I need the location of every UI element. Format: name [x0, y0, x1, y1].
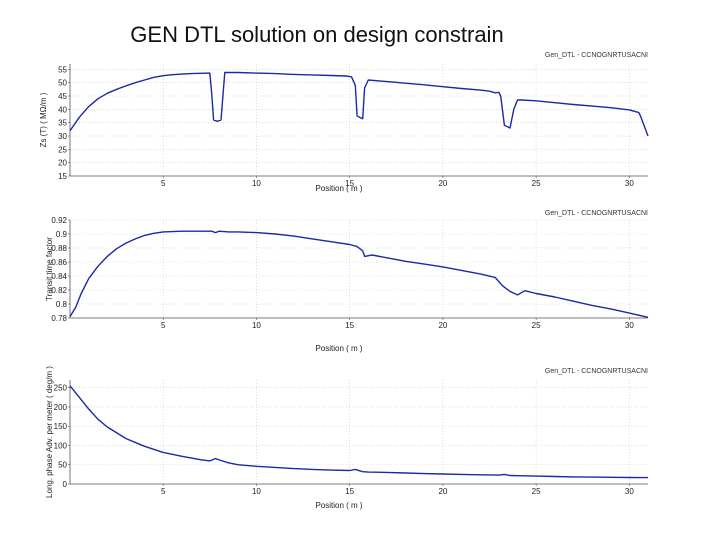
y-axis-title: Long. phase Adv. per meter ( deg/m ) [45, 366, 54, 498]
x-tick-label: 25 [532, 179, 541, 188]
x-tick-label: 25 [532, 321, 541, 330]
series-line [69, 230, 649, 318]
legend-label: Gen_DTL - CCNOGNRTUSACNI [545, 210, 648, 217]
y-tick-label: 25 [58, 145, 67, 154]
y-axis-title: Transit time factor [45, 237, 54, 301]
y-tick-label: 35 [58, 119, 67, 128]
y-tick-label: 200 [54, 403, 68, 412]
x-tick-label: 20 [438, 179, 447, 188]
legend-label: Gen_DTL - CCNOGNRTUSACNI [545, 368, 648, 375]
y-tick-label: 55 [58, 65, 67, 74]
x-axis-title: Position ( m ) [315, 501, 362, 510]
chart-transit-time-factor: 0.78 0.8 0.82 0.84 0.86 0.88 0.9 0.92 5 10 15 20 25 3… [45, 210, 649, 353]
x-tick-label: 30 [625, 179, 634, 188]
y-tick-label: 50 [58, 79, 67, 88]
x-tick-label: 15 [345, 487, 354, 496]
x-tick-label: 10 [252, 179, 261, 188]
y-tick-label: 45 [58, 92, 67, 101]
x-tick-label: 30 [625, 487, 634, 496]
y-tick-label: 0.84 [51, 272, 67, 281]
x-tick-label: 5 [161, 321, 166, 330]
series-line [69, 71, 649, 137]
x-tick-label: 30 [625, 321, 634, 330]
x-tick-label: 5 [161, 179, 166, 188]
x-tick-label: 15 [345, 179, 354, 188]
y-tick-label: 50 [58, 461, 67, 470]
x-tick-label: 15 [345, 321, 354, 330]
y-tick-label: 250 [54, 384, 68, 393]
y-tick-label: 0.78 [51, 314, 67, 323]
x-tick-label: 25 [532, 487, 541, 496]
chart-phase-advance: 0 50 100 150 200 250 5 10 15 20 25 30 Position ( m )… [45, 366, 648, 510]
x-tick-label: 5 [161, 487, 166, 496]
y-tick-label: 20 [58, 159, 67, 168]
y-tick-label: 0 [63, 480, 68, 489]
x-axis-title: Position ( m ) [315, 344, 362, 353]
x-tick-label: 10 [252, 321, 261, 330]
series-line [69, 385, 649, 479]
y-tick-label: 150 [54, 422, 68, 431]
y-tick-label: 15 [58, 172, 67, 181]
y-tick-label: 0.92 [51, 216, 67, 225]
x-tick-label: 20 [438, 487, 447, 496]
x-axis-title: Position ( m ) [315, 184, 362, 193]
y-tick-label: 0.88 [51, 244, 67, 253]
y-tick-label: 100 [54, 441, 68, 450]
x-tick-label: 20 [438, 321, 447, 330]
y-axis-title: Zs (T) ( MΩ/m ) [39, 92, 48, 147]
y-tick-label: 0.86 [51, 258, 67, 267]
legend-label: Gen_DTL - CCNOGNRTUSACNI [545, 52, 648, 59]
x-tick-label: 10 [252, 487, 261, 496]
y-tick-label: 0.8 [56, 300, 68, 309]
y-tick-label: 0.82 [51, 286, 67, 295]
y-tick-label: 30 [58, 132, 67, 141]
y-tick-label: 40 [58, 105, 67, 114]
y-tick-label: 0.9 [56, 230, 68, 239]
slide-title: GEN DTL solution on design constrain [130, 22, 504, 47]
